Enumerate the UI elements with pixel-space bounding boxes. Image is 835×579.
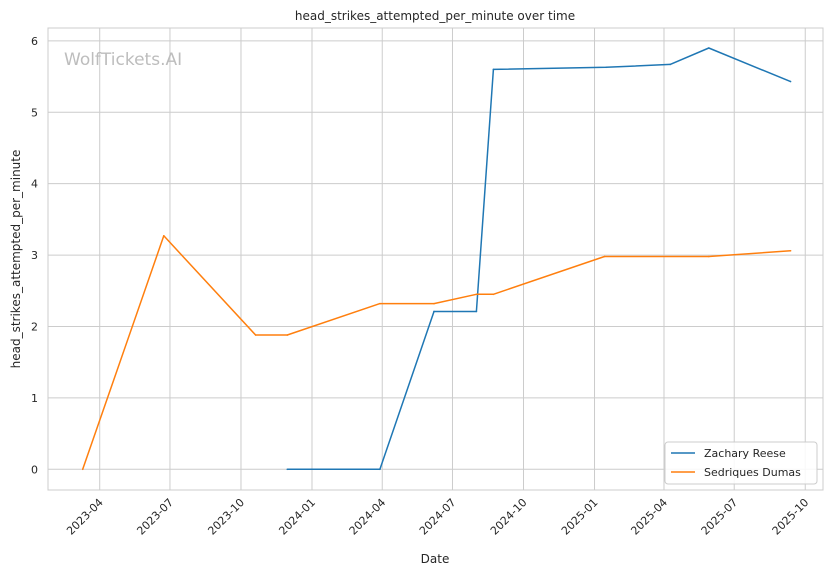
watermark: WolfTickets.AI	[64, 50, 182, 70]
y-axis-label: head_strikes_attempted_per_minute	[9, 150, 23, 369]
y-tick-label: 1	[31, 392, 38, 405]
legend-box	[664, 441, 818, 485]
data-point	[81, 468, 84, 471]
x-axis-label: Date	[421, 552, 450, 566]
data-point	[286, 468, 289, 471]
x-tick-label: 2023-07	[134, 496, 176, 538]
y-tick-label: 4	[31, 178, 38, 191]
x-tick-label: 2025-07	[699, 496, 741, 538]
data-point	[789, 249, 792, 252]
data-point	[789, 80, 792, 83]
x-tick-label: 2023-04	[64, 496, 106, 538]
data-point	[254, 334, 257, 336]
data-point	[162, 234, 165, 237]
y-tick-label: 6	[31, 35, 38, 48]
x-tick-labels: 2023-04 2023-07 2023-10 2024-01 2024-04 2024-…	[64, 496, 811, 538]
legend-label-zachary-reese: Zachary Reese	[704, 447, 786, 460]
legend-label-sedriques-dumas: Sedriques Dumas	[704, 466, 801, 479]
x-tick-label: 2025-01	[559, 496, 601, 538]
data-point	[492, 293, 495, 296]
data-point	[379, 302, 381, 305]
y-tick-labels: 0 1 2 3 4 5 6	[31, 35, 38, 476]
data-point	[707, 255, 710, 258]
legend: Zachary Reese Sedriques Dumas	[664, 441, 818, 485]
y-tick-label: 3	[31, 249, 38, 262]
x-tick-label: 2025-04	[628, 496, 670, 538]
x-tick-label: 2025-10	[770, 496, 812, 538]
data-point	[707, 47, 710, 49]
data-point	[379, 468, 381, 471]
y-tick-label: 0	[31, 463, 38, 476]
x-tick-label: 2024-10	[488, 496, 530, 538]
data-point	[433, 302, 435, 305]
data-point	[286, 334, 289, 336]
data-point	[492, 68, 495, 71]
data-point	[433, 310, 435, 313]
x-tick-label: 2024-01	[276, 496, 318, 538]
x-tick-label: 2024-07	[417, 496, 459, 538]
data-point	[605, 66, 607, 69]
x-tick-label: 2024-04	[347, 496, 389, 538]
y-tick-label: 2	[31, 320, 38, 333]
x-tick-label: 2023-10	[205, 496, 247, 538]
data-point	[669, 63, 671, 66]
chart-title: head_strikes_attempted_per_minute over t…	[295, 9, 575, 23]
data-point	[603, 255, 606, 258]
series-lines	[81, 47, 792, 471]
y-tick-label: 5	[31, 106, 38, 119]
data-point	[475, 293, 478, 296]
grid	[48, 28, 823, 490]
data-point	[475, 310, 478, 313]
plot-area	[47, 27, 824, 491]
